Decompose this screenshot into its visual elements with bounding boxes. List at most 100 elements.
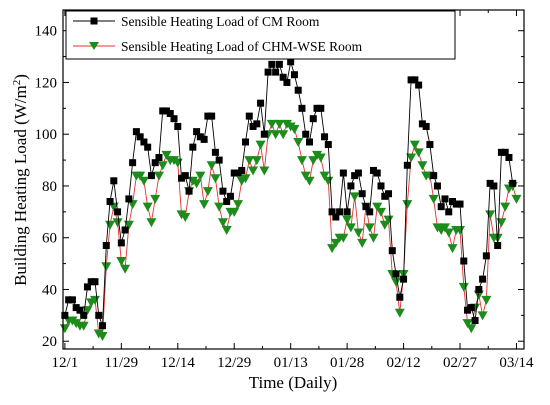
series-cm-point: [403, 161, 411, 169]
series-chm-wse-point: [180, 213, 191, 223]
x-tick-label: 12/1: [52, 355, 79, 371]
y-tick-label: 80: [42, 179, 57, 195]
series-cm-point: [328, 208, 336, 216]
x-tick-label: 03/14: [499, 355, 534, 371]
series-cm-point: [452, 200, 460, 208]
legend-label-chm-wse: Sensible Heating Load of CHM-WSE Room: [121, 39, 363, 54]
series-cm-point: [260, 130, 268, 138]
series-chm-wse-point: [293, 137, 304, 147]
series-chm-wse-point: [304, 176, 315, 186]
series-chm-wse-point: [89, 295, 100, 305]
series-cm-point: [87, 278, 95, 286]
series-chm-wse-point: [428, 194, 439, 204]
series-cm-point: [407, 76, 415, 84]
series-cm-point: [155, 154, 163, 162]
series-cm-point: [114, 208, 122, 216]
series-chm-wse-point: [161, 150, 172, 160]
series-cm-point: [302, 130, 310, 138]
series-chm-wse-point: [511, 194, 522, 204]
series-cm-point: [204, 112, 212, 120]
series-cm-point: [215, 156, 223, 164]
series-chm-wse-point: [78, 321, 89, 331]
legend-marker-chm-wse: [89, 42, 99, 50]
series-chm-wse-point: [142, 202, 153, 212]
series-cm-point: [219, 187, 227, 195]
series-cm-point: [238, 166, 246, 174]
series-cm-line: [64, 61, 514, 326]
series-cm-point: [415, 81, 423, 89]
series-chm-wse-point: [101, 262, 112, 272]
series-cm-point: [166, 110, 174, 118]
axis-tick-labels: 20 40 60 80 100 120 140 12/1 11/29 12/14 12/29 01/1…: [35, 24, 535, 371]
series-chm-wse-point: [217, 218, 228, 228]
series-cm-point: [448, 197, 456, 205]
series-chm-wse-point: [364, 223, 375, 233]
series-chm-wse-point: [153, 171, 164, 181]
series-chm-wse-point: [394, 308, 405, 318]
x-tick-label: 12/14: [161, 355, 196, 371]
series-cm-point: [354, 169, 362, 177]
series-chm-wse-point: [289, 125, 300, 135]
series-chm-wse-point: [138, 176, 149, 186]
series-chm-wse-point: [357, 238, 368, 248]
series-chm-wse-point: [379, 220, 390, 230]
series-cm-point: [441, 195, 449, 203]
series-chm-wse-point: [120, 264, 131, 274]
series-cm-point: [99, 322, 107, 330]
series-cm-point: [418, 120, 426, 128]
series-chm-wse-point: [244, 156, 255, 166]
series-chm-wse-point: [466, 324, 477, 334]
series-cm-point: [106, 197, 114, 205]
y-tick-label: 100: [35, 127, 58, 143]
series-cm-point: [249, 122, 257, 130]
series-cm-point: [497, 148, 505, 156]
series-cm-point: [125, 195, 133, 203]
series-chm-wse-point: [274, 119, 285, 129]
series-cm-point: [95, 311, 103, 319]
series-chm-wse-point: [383, 215, 394, 225]
x-tick-label: 01/28: [330, 355, 364, 371]
series-chm-wse-point: [206, 161, 217, 171]
series-cm-point: [162, 107, 170, 115]
series-chm-wse-point: [375, 207, 386, 217]
series-cm-point: [181, 172, 189, 180]
series-cm-point: [321, 133, 329, 141]
series-chm-wse-point: [345, 223, 356, 233]
series-cm-point: [283, 78, 291, 86]
series-cm-point: [358, 190, 366, 198]
series-cm-point: [65, 296, 73, 304]
series-cm-point: [471, 317, 479, 325]
y-axis-title: Building Heating Load (W/m2): [11, 74, 30, 286]
series-chm-wse-point: [210, 174, 221, 184]
series-cm-point: [290, 71, 298, 79]
series-cm-point: [445, 208, 453, 216]
y-tick-label: 120: [35, 75, 58, 91]
series-cm-point: [460, 257, 468, 265]
y-tick-label: 140: [35, 24, 58, 40]
series-chm-wse-point: [248, 166, 259, 176]
series-cm-point: [362, 203, 370, 211]
series-cm-point: [486, 179, 494, 187]
x-tick-label: 02/27: [443, 355, 478, 371]
series-chm-wse-point: [481, 295, 492, 305]
series-chm-wse-point: [496, 218, 507, 228]
series-chm-wse-point: [259, 166, 270, 176]
series-chm-wse-point: [105, 220, 116, 230]
series-cm-point: [388, 247, 396, 255]
series-cm-point: [234, 169, 242, 177]
series-chm-wse-point: [199, 200, 210, 210]
series-layer: [59, 58, 522, 342]
series-cm-point: [347, 182, 355, 190]
series-cm-point: [245, 112, 253, 120]
series-chm-wse-point: [406, 153, 417, 163]
series-cm-point: [110, 177, 118, 185]
y-tick-label: 40: [42, 282, 57, 298]
series-cm-point: [196, 133, 204, 141]
series-cm-point: [144, 143, 152, 151]
series-cm-point: [422, 122, 430, 130]
series-chm-wse-point: [270, 130, 281, 140]
series-chm-wse-point: [202, 187, 213, 197]
series-chm-wse-point: [229, 207, 240, 217]
series-cm-point: [501, 148, 509, 156]
